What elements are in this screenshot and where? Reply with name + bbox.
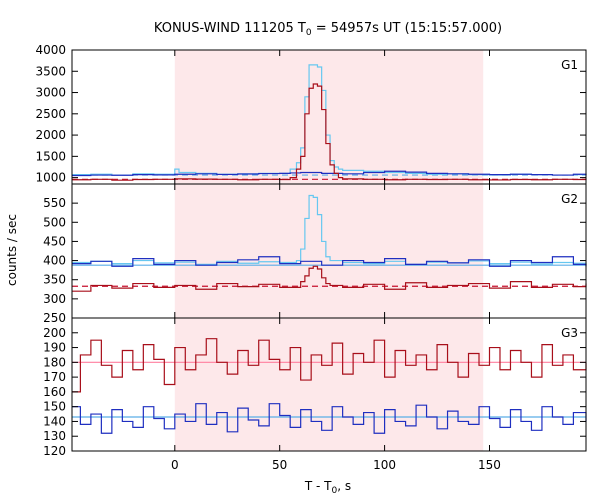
y-tick-label: 2500 xyxy=(35,107,66,121)
x-tick-label: 0 xyxy=(171,458,179,472)
y-tick-label: 250 xyxy=(43,311,66,325)
chart-title: KONUS-WIND 111205 T0 = 54957s UT (15:15:… xyxy=(154,21,502,38)
panel-g1: 1000 1500 2000 2500 3000 3500 4000 G1 xyxy=(35,43,587,185)
series-line-g1-2 xyxy=(72,83,587,181)
y-tick-label: 180 xyxy=(43,355,66,369)
panel-frame xyxy=(71,317,587,452)
y-tick-label: 2000 xyxy=(35,128,66,142)
plot-area: 1000150020002500300035004000G12503003504… xyxy=(35,43,587,472)
series-line-g1-1 xyxy=(72,170,587,177)
series-line-g3-1 xyxy=(72,403,587,434)
y-tick-label: 3500 xyxy=(35,64,66,78)
y-tick-label: 400 xyxy=(43,254,66,268)
series-line-g2-2 xyxy=(72,265,587,292)
y-tick-label: 1000 xyxy=(35,171,66,185)
y-tick-label: 1500 xyxy=(35,149,66,163)
y-tick-label: 170 xyxy=(43,370,66,384)
series-line-g2-1 xyxy=(72,256,587,267)
series-line-g3-0 xyxy=(72,338,587,393)
panel-label: G2 xyxy=(561,192,578,206)
x-tick-label: 100 xyxy=(373,458,396,472)
panel-label: G3 xyxy=(561,326,578,340)
x-tick-label: 150 xyxy=(478,458,501,472)
x-tick-label: 50 xyxy=(272,458,287,472)
y-tick-label: 140 xyxy=(43,414,66,428)
y-tick-label: 150 xyxy=(43,400,66,414)
y-tick-label: 190 xyxy=(43,341,66,355)
panel-label: G1 xyxy=(561,58,578,72)
y-tick-label: 500 xyxy=(43,215,66,229)
y-tick-label: 130 xyxy=(43,429,66,443)
y-tick-label: 350 xyxy=(43,273,66,287)
y-tick-label: 200 xyxy=(43,326,66,340)
x-axis-label: T - T0, s xyxy=(304,479,351,496)
y-tick-label: 120 xyxy=(43,444,66,458)
y-tick-label: 3000 xyxy=(35,86,66,100)
y-tick-label: 550 xyxy=(43,196,66,210)
y-tick-label: 300 xyxy=(43,292,66,306)
y-tick-label: 160 xyxy=(43,385,66,399)
y-tick-label: 4000 xyxy=(35,43,66,57)
interval-highlight xyxy=(174,50,484,451)
y-tick-label: 450 xyxy=(43,234,66,248)
y-axis-label: counts / sec xyxy=(5,214,19,286)
